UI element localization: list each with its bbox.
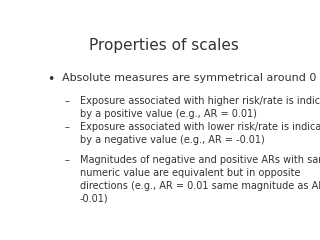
Text: Exposure associated with higher risk/rate is indicated
by a positive value (e.g.: Exposure associated with higher risk/rat… xyxy=(80,96,320,119)
Text: –: – xyxy=(65,96,70,106)
Text: Absolute measures are symmetrical around 0: Absolute measures are symmetrical around… xyxy=(62,73,317,83)
Text: Exposure associated with lower risk/rate is indicated
by a negative value (e.g.,: Exposure associated with lower risk/rate… xyxy=(80,122,320,145)
Text: Properties of scales: Properties of scales xyxy=(89,38,239,53)
Text: Magnitudes of negative and positive ARs with same
numeric value are equivalent b: Magnitudes of negative and positive ARs … xyxy=(80,155,320,204)
Text: •: • xyxy=(47,73,55,86)
Text: –: – xyxy=(65,155,70,165)
Text: –: – xyxy=(65,122,70,132)
